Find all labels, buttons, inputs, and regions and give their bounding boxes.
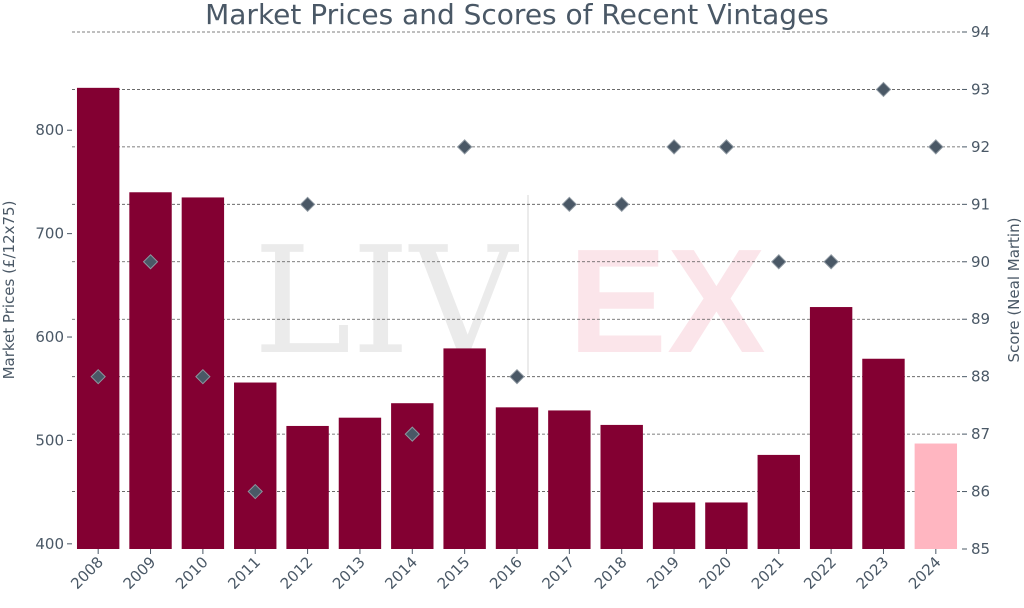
y-right-tick-label: 93 (971, 80, 990, 98)
y-left-tick-label: 400 (35, 535, 64, 553)
score-marker-2014 (404, 426, 421, 442)
score-marker-2017 (561, 196, 578, 213)
x-tick-label: 2009 (120, 553, 160, 593)
x-tick-label: 2015 (434, 553, 474, 593)
score-marker-2021 (771, 254, 787, 270)
score-marker-2020 (718, 139, 735, 155)
bar-2008 (76, 87, 120, 549)
bar-2018 (600, 424, 643, 549)
y-left-tick-label: 600 (35, 328, 64, 346)
x-tick-label: 2020 (696, 553, 736, 593)
score-marker-2023 (875, 81, 892, 98)
score-marker-2010 (195, 368, 211, 385)
score-marker-2019 (666, 139, 682, 155)
x-tick-label: 2011 (224, 553, 264, 593)
x-tick-label: 2022 (800, 553, 840, 593)
bar-2024 (914, 443, 958, 549)
y-axis-right-label: Score (Neal Martin) (1005, 218, 1023, 363)
chart-title: Market Prices and Scores of Recent Vinta… (205, 0, 829, 31)
x-tick-label: 2019 (643, 553, 683, 593)
score-marker-2009 (142, 254, 159, 270)
x-tick-label: 2018 (591, 553, 631, 593)
y-right-tick-label: 86 (971, 483, 990, 501)
y-right-tick-label: 87 (971, 425, 990, 443)
x-tick-label: 2017 (538, 553, 578, 593)
y-left-tick-label: 700 (35, 225, 64, 243)
watermark-right: EX (568, 219, 765, 384)
score-marker-2022 (823, 254, 839, 270)
x-tick-label: 2012 (277, 553, 317, 593)
y-axis-right: 85 86 87 88 89 90 91 92 93 94 (962, 23, 990, 558)
bar-2011 (234, 382, 277, 549)
y-right-tick-label: 90 (971, 253, 990, 271)
bar-2012 (286, 425, 329, 549)
y-right-tick-label: 92 (971, 138, 990, 156)
x-tick-label: 2014 (381, 553, 421, 593)
bar-2019 (652, 502, 696, 549)
x-tick-label: 2024 (905, 553, 945, 593)
bar-2014 (391, 403, 434, 549)
y-right-tick-label: 91 (971, 195, 990, 213)
x-tick-label: 2021 (748, 553, 788, 593)
bar-2023 (862, 358, 905, 549)
x-tick-label: 2010 (172, 553, 212, 593)
bar-2013 (338, 417, 382, 549)
x-tick-label: 2016 (486, 553, 526, 593)
x-tick-label: 2013 (329, 553, 369, 593)
y-right-tick-label: 89 (971, 310, 990, 328)
score-markers (90, 81, 944, 500)
y-right-tick-label: 88 (971, 368, 990, 386)
bar-2021 (757, 454, 800, 549)
watermark: LIV EX liv-ex (253, 195, 896, 539)
score-marker-2018 (613, 196, 630, 213)
bar-2017 (548, 410, 591, 549)
x-tick-label: 2008 (67, 553, 107, 593)
y-axis-left: 400 500 600 700 800 (35, 121, 72, 553)
y-right-tick-label: 85 (971, 540, 990, 558)
score-marker-2012 (299, 196, 316, 213)
y-left-tick-label: 800 (35, 121, 64, 139)
x-axis: 2008 2009 2010 2011 2012 2013 2014 2015 2016 2017… (67, 549, 945, 593)
bars (76, 87, 958, 549)
score-marker-2011 (247, 483, 263, 500)
bar-2020 (705, 502, 748, 549)
score-marker-2024 (928, 139, 944, 155)
bar-2009 (129, 192, 172, 549)
bar-2022 (809, 307, 853, 549)
y-right-tick-label: 94 (971, 23, 990, 41)
score-marker-2008 (90, 368, 106, 385)
bar-2016 (495, 407, 539, 549)
score-marker-2016 (509, 368, 525, 385)
bar-2015 (443, 348, 486, 549)
score-marker-2015 (456, 139, 473, 155)
y-axis-left-label: Market Prices (£/12x75) (0, 201, 18, 380)
x-tick-label: 2023 (853, 553, 893, 593)
y-left-tick-label: 500 (35, 431, 64, 449)
